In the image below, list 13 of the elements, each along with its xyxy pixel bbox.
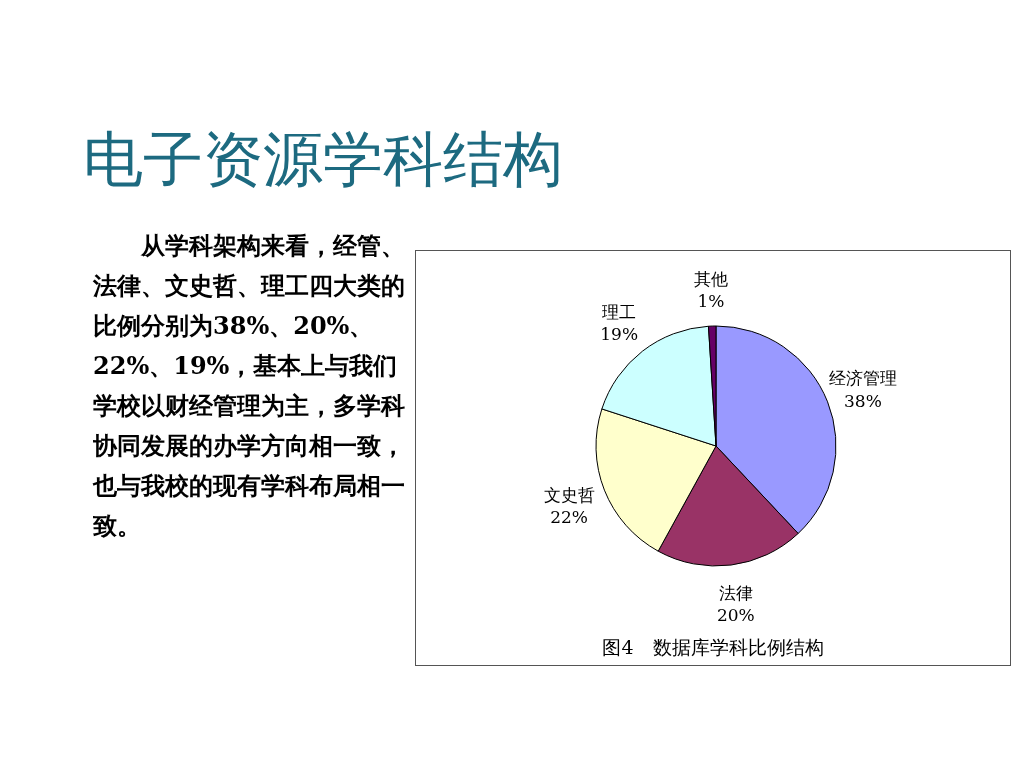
data-label: 20% [716,605,755,626]
text: 从学科架构来看，经管、法律、文史哲、理工四大类的比例分别为38%、20%、22%、19%，基本上与我们学校以财经管理为主，多学科协同发展的办学方向相一致，也与我校的现有学科布局相一致。 [93,230,405,542]
data-label: 19% [600,323,639,344]
caption: 图4 数据库学科比例结构 [601,635,825,660]
slice-label: 经济管理 [828,368,897,389]
data-label: 22% [550,506,588,527]
slice-label: 理工 [602,301,637,322]
slice-label: 法律 [718,583,753,604]
chart-title: 电子资源学科结构 [83,123,563,196]
data-label: 38% [844,390,882,411]
slice-label: 其他 [694,268,729,289]
data-label: 1% [697,290,725,311]
slice-label: 文史哲 [543,484,595,505]
